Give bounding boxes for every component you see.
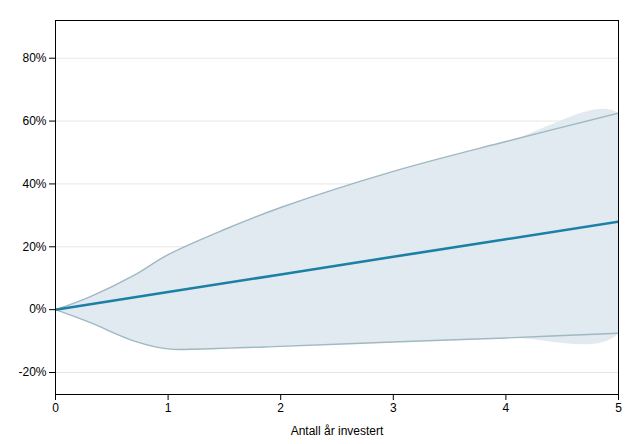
svg-text:60%: 60% xyxy=(22,114,46,128)
svg-text:20%: 20% xyxy=(22,240,46,254)
svg-text:0: 0 xyxy=(52,401,59,415)
svg-text:4: 4 xyxy=(503,401,510,415)
svg-text:2: 2 xyxy=(277,401,284,415)
svg-text:-20%: -20% xyxy=(18,365,46,379)
svg-text:40%: 40% xyxy=(22,177,46,191)
svg-text:Antall år investert: Antall år investert xyxy=(291,424,384,438)
svg-text:0%: 0% xyxy=(29,302,47,316)
svg-text:5: 5 xyxy=(615,401,622,415)
svg-text:3: 3 xyxy=(390,401,397,415)
svg-text:80%: 80% xyxy=(22,51,46,65)
svg-text:1: 1 xyxy=(165,401,172,415)
